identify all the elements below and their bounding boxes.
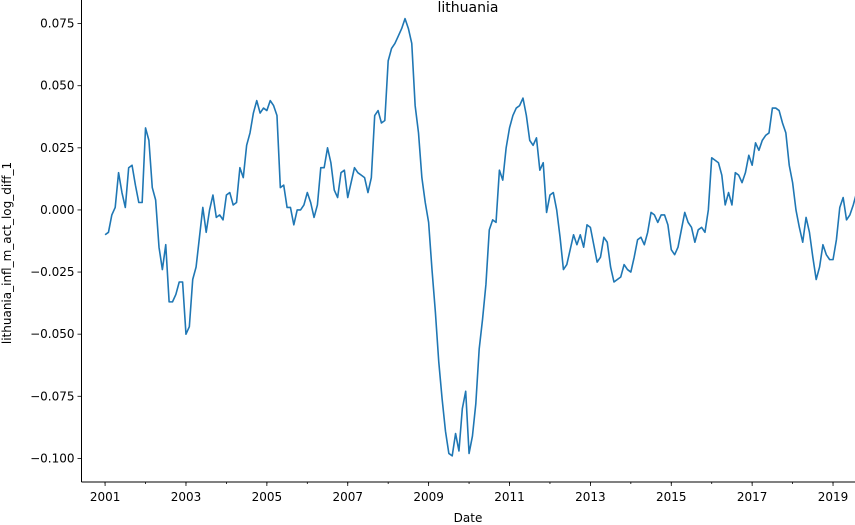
x-tick-label: 2017 <box>737 490 768 504</box>
x-tick-label: 2009 <box>413 490 444 504</box>
x-tick-label: 2013 <box>575 490 606 504</box>
x-tick-label: 2005 <box>252 490 283 504</box>
y-tick-label: 0.075 <box>40 17 74 31</box>
chart-title: lithuania <box>438 0 499 16</box>
y-tick-label: −0.050 <box>30 327 74 341</box>
x-tick-label: 2019 <box>818 490 849 504</box>
y-tick-label: −0.100 <box>30 451 74 465</box>
x-tick-label: 2011 <box>494 490 525 504</box>
x-axis-ticks: 2001 2003 2005 2007 2009 2011 2013 2015 2017 2019 <box>90 482 848 504</box>
x-tick-label: 2003 <box>171 490 202 504</box>
x-axis-label: Date <box>454 511 483 525</box>
x-tick-label: 2015 <box>656 490 687 504</box>
y-tick-label: −0.025 <box>30 265 74 279</box>
x-tick-label: 2001 <box>90 490 121 504</box>
series-group <box>104 17 855 457</box>
y-tick-label: 0.050 <box>40 79 74 93</box>
y-tick-label: −0.075 <box>30 389 74 403</box>
y-tick-label: 0.000 <box>40 203 74 217</box>
y-axis-label: lithuania_infl_m_act_log_diff_1 <box>0 162 14 344</box>
series-line <box>104 17 855 457</box>
y-axis-ticks: 0.075 0.050 0.025 0.000 −0.025 −0.050 −0.075 −0… <box>30 17 82 465</box>
x-tick-label: 2007 <box>332 490 363 504</box>
y-tick-label: 0.025 <box>40 141 74 155</box>
